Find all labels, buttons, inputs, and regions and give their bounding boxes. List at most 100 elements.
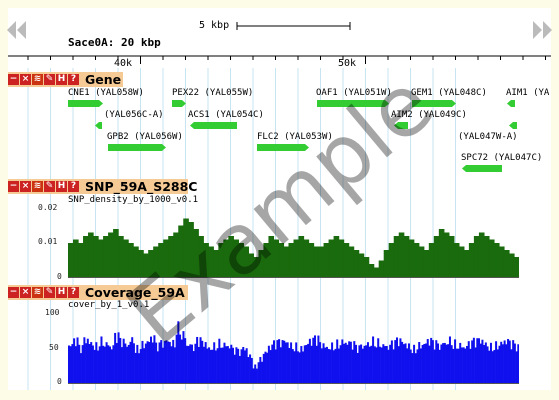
chart-bar bbox=[343, 243, 350, 278]
gene-label[interactable]: (YAL056C-A) bbox=[104, 110, 164, 120]
gene-feature[interactable] bbox=[95, 122, 102, 129]
chart-bar bbox=[365, 345, 368, 384]
chart-bar bbox=[508, 253, 515, 278]
rss-icon[interactable]: ≋ bbox=[32, 74, 43, 85]
gene-feature[interactable] bbox=[190, 122, 237, 129]
chart-bar bbox=[254, 364, 257, 384]
chart-bar bbox=[131, 337, 134, 384]
chart-bar bbox=[334, 348, 337, 384]
collapse-icon[interactable]: − bbox=[8, 74, 19, 85]
chart-bar bbox=[366, 342, 369, 384]
question-icon[interactable]: ? bbox=[68, 287, 79, 298]
gene-label[interactable]: OAF1 (YAL051W) bbox=[316, 88, 392, 98]
gene-label[interactable]: AIM2 (YAL049C) bbox=[391, 110, 467, 120]
snp-track-subtitle: SNP_density_by_1000_v0.1 bbox=[68, 195, 199, 205]
close-icon[interactable]: × bbox=[20, 287, 31, 298]
chart-bar bbox=[464, 348, 467, 384]
question-icon[interactable]: ? bbox=[68, 74, 79, 85]
gene-feature[interactable] bbox=[172, 100, 186, 107]
gene-feature[interactable] bbox=[257, 144, 309, 151]
help-icon[interactable]: H bbox=[56, 287, 67, 298]
chart-bar bbox=[505, 344, 508, 384]
chart-bar bbox=[187, 345, 190, 384]
chart-bar bbox=[119, 337, 122, 384]
chart-bar bbox=[126, 346, 129, 384]
chart-bar bbox=[433, 349, 436, 384]
gene-label[interactable]: GEM1 (YAL048C) bbox=[411, 88, 487, 98]
chart-bar bbox=[122, 338, 125, 384]
chart-bar bbox=[355, 344, 358, 384]
chart-bar bbox=[156, 351, 159, 384]
gene-feature[interactable] bbox=[317, 100, 389, 107]
gene-label[interactable]: CNE1 (YAL058W) bbox=[68, 88, 144, 98]
gene-label[interactable]: FLC2 (YAL053W) bbox=[257, 132, 333, 142]
chart-bar bbox=[450, 345, 453, 384]
gene-label[interactable]: SPC72 (YAL047C) bbox=[461, 153, 543, 163]
chart-bar bbox=[134, 352, 137, 384]
chart-bar bbox=[269, 350, 272, 384]
gene-feature[interactable] bbox=[394, 122, 408, 129]
chart-bar bbox=[478, 338, 481, 384]
chart-bar bbox=[402, 344, 405, 384]
chart-bar bbox=[290, 342, 293, 384]
chart-bar bbox=[457, 348, 460, 384]
gene-label[interactable]: (YAL047W-A) bbox=[458, 132, 518, 142]
chart-bar bbox=[138, 250, 144, 278]
chart-bar bbox=[300, 346, 303, 384]
chart-bar bbox=[83, 337, 86, 384]
chart-bar bbox=[203, 243, 209, 278]
help-icon[interactable]: H bbox=[56, 74, 67, 85]
chart-bar bbox=[233, 239, 239, 278]
y-tick-label: 0 bbox=[57, 272, 62, 281]
scroll-right-icon[interactable] bbox=[531, 19, 553, 41]
gene-feature[interactable] bbox=[68, 100, 103, 107]
gene-label[interactable]: AIM1 (YA bbox=[506, 88, 550, 98]
rss-icon[interactable]: ≋ bbox=[32, 287, 43, 298]
gene-feature[interactable] bbox=[509, 122, 517, 129]
chart-bar bbox=[194, 343, 197, 384]
close-icon[interactable]: × bbox=[20, 74, 31, 85]
question-icon[interactable]: ? bbox=[68, 181, 79, 192]
chart-bar bbox=[349, 341, 352, 384]
edit-icon[interactable]: ✎ bbox=[44, 181, 55, 192]
edit-icon[interactable]: ✎ bbox=[44, 287, 55, 298]
gene-label[interactable]: PEX22 (YAL055W) bbox=[172, 88, 254, 98]
chart-bar bbox=[102, 345, 105, 384]
chart-bar bbox=[339, 345, 342, 384]
chart-bar bbox=[388, 243, 395, 278]
chart-bar bbox=[343, 343, 346, 384]
gene-feature[interactable] bbox=[462, 165, 502, 172]
chart-bar bbox=[517, 344, 519, 384]
gene-label[interactable]: GPB2 (YAL056W) bbox=[107, 132, 183, 142]
gene-label[interactable]: ACS1 (YAL054C) bbox=[188, 110, 264, 120]
chart-bar bbox=[68, 243, 74, 278]
chart-bar bbox=[283, 340, 286, 384]
chart-bar bbox=[443, 342, 446, 384]
rss-icon[interactable]: ≋ bbox=[32, 181, 43, 192]
chart-bar bbox=[74, 346, 77, 384]
edit-icon[interactable]: ✎ bbox=[44, 74, 55, 85]
chart-bar bbox=[118, 236, 124, 278]
gene-feature[interactable] bbox=[507, 100, 515, 107]
gene-feature[interactable] bbox=[108, 144, 166, 151]
chart-bar bbox=[368, 264, 375, 278]
collapse-icon[interactable]: − bbox=[8, 287, 19, 298]
chart-bar bbox=[462, 347, 465, 384]
chart-bar bbox=[310, 345, 313, 384]
chart-bar bbox=[274, 349, 277, 384]
chart-bar bbox=[78, 243, 84, 278]
scroll-left-icon[interactable] bbox=[6, 19, 28, 41]
chart-bar bbox=[512, 340, 515, 384]
chart-bar bbox=[454, 339, 457, 384]
chart-bar bbox=[368, 346, 371, 384]
chart-bar bbox=[240, 349, 243, 384]
chart-bar bbox=[471, 340, 474, 384]
help-icon[interactable]: H bbox=[56, 181, 67, 192]
chart-bar bbox=[79, 353, 82, 384]
chart-bar bbox=[196, 336, 199, 384]
close-icon[interactable]: × bbox=[20, 181, 31, 192]
gene-feature[interactable] bbox=[412, 100, 456, 107]
collapse-icon[interactable]: − bbox=[8, 181, 19, 192]
chart-bar bbox=[308, 338, 311, 384]
chart-bar bbox=[373, 267, 380, 278]
